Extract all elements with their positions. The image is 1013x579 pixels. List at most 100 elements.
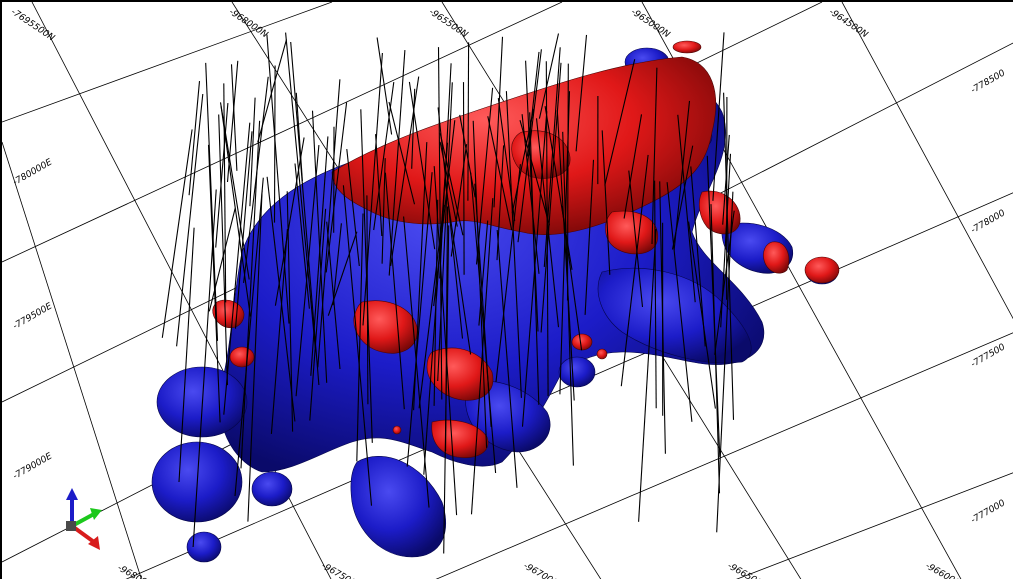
drillhole-trace	[462, 82, 465, 275]
drillhole-trace	[654, 180, 657, 409]
drillhole-trace	[408, 81, 436, 250]
drillhole-trace	[161, 129, 193, 338]
drillhole-trace	[620, 154, 649, 387]
drillhole-trace	[443, 225, 450, 554]
drillhole-trace	[294, 163, 310, 309]
drillhole-trace	[538, 33, 560, 119]
drillhole-trace	[470, 198, 494, 515]
drillhole-trace	[525, 60, 539, 332]
drillhole-trace	[332, 223, 342, 306]
drillhole-trace	[188, 81, 201, 196]
xyz-axis-triad-icon[interactable]	[54, 488, 114, 558]
drillhole-trace	[666, 182, 693, 422]
drillhole-trace	[266, 176, 296, 422]
drillhole-trace	[706, 155, 721, 458]
drillhole-trace	[226, 60, 239, 183]
drillhole-trace	[411, 88, 416, 169]
drillhole-trace	[439, 63, 452, 279]
drillhole-trace	[475, 87, 494, 265]
drillhole-trace	[521, 111, 548, 427]
drillhole-trace	[375, 134, 383, 237]
drillhole-trace	[356, 213, 364, 462]
drillhole-trace	[673, 100, 691, 251]
drillhole-trace	[623, 114, 643, 219]
drillhole-trace	[406, 172, 433, 467]
drillhole-trace	[285, 32, 316, 349]
drillhole-trace	[467, 42, 470, 201]
drillhole-trace	[437, 82, 453, 382]
drillhole-trace	[205, 62, 219, 341]
drillhole-trace	[474, 183, 492, 427]
drillhole-trace	[575, 34, 588, 152]
drillhole-trace	[496, 145, 505, 261]
drillhole-trace	[505, 91, 522, 398]
drillhole-trace	[493, 36, 504, 208]
drillhole-trace	[342, 185, 373, 506]
drillhole-trace	[433, 166, 458, 516]
drillhole-trace	[437, 107, 464, 339]
drillhole-trace	[556, 110, 575, 401]
drillhole-trace	[496, 229, 518, 488]
drillhole-trace	[478, 220, 489, 326]
drillhole-trace	[566, 63, 569, 301]
drillhole-trace	[274, 137, 305, 306]
drillhole-trace	[192, 189, 217, 548]
drillhole-trace	[243, 76, 269, 283]
drillhole-trace	[208, 208, 236, 312]
drillhole-trace	[215, 103, 229, 248]
drillhole-trace	[178, 227, 195, 483]
drillhole-trace	[604, 59, 636, 186]
drillhole-trace	[439, 141, 458, 227]
red-isosurface-bodies	[212, 40, 840, 458]
drillhole-traces	[161, 32, 735, 554]
drillhole-trace	[712, 32, 725, 201]
drillhole-trace	[651, 67, 658, 245]
drillhole-trace	[472, 120, 488, 448]
drillhole-trace	[326, 221, 341, 370]
drillhole-trace	[376, 37, 393, 135]
drillhole-trace	[325, 102, 348, 273]
drillhole-trace	[223, 122, 251, 415]
drillhole-trace	[544, 106, 573, 270]
drillhole-trace	[218, 114, 229, 386]
drillhole-trace	[519, 120, 551, 226]
drillhole-trace	[309, 208, 327, 421]
drillhole-trace	[559, 91, 571, 395]
drillhole-trace	[219, 102, 250, 280]
drillhole-trace	[249, 97, 256, 207]
drillhole-trace	[362, 52, 383, 326]
drillhole-trace	[437, 47, 443, 400]
drillhole-trace	[439, 133, 464, 236]
drillhole-trace	[247, 190, 263, 522]
drillhole-trace	[223, 83, 227, 303]
drillhole-trace	[716, 191, 734, 533]
drillhole-trace	[433, 120, 456, 307]
drillhole-trace	[584, 159, 595, 315]
drillhole-trace	[295, 92, 303, 182]
drillhole-trace	[327, 231, 358, 316]
drillhole-trace	[266, 34, 290, 324]
drillhole-trace	[459, 114, 476, 198]
drillhole-trace	[418, 204, 445, 409]
drillhole-trace	[373, 82, 395, 231]
drillhole-trace	[495, 164, 521, 382]
drillhole-trace	[381, 158, 386, 264]
drillhole-trace	[207, 144, 221, 423]
drillhole-trace	[230, 64, 238, 171]
drillhole-trace	[688, 221, 716, 409]
drillhole-trace	[511, 108, 535, 214]
drillhole-trace	[601, 130, 611, 275]
drillhole-trace	[346, 149, 360, 267]
drillhole-trace	[714, 210, 735, 355]
drillhole-trace	[295, 145, 320, 397]
drillhole-trace	[286, 191, 294, 432]
drillhole-trace	[234, 131, 253, 329]
drillhole-trace	[638, 228, 657, 522]
drillhole-trace	[388, 50, 406, 276]
drillhole-trace	[176, 93, 204, 347]
drillhole-trace	[540, 62, 562, 333]
drillhole-trace	[388, 101, 416, 205]
drillhole-trace	[317, 79, 341, 368]
